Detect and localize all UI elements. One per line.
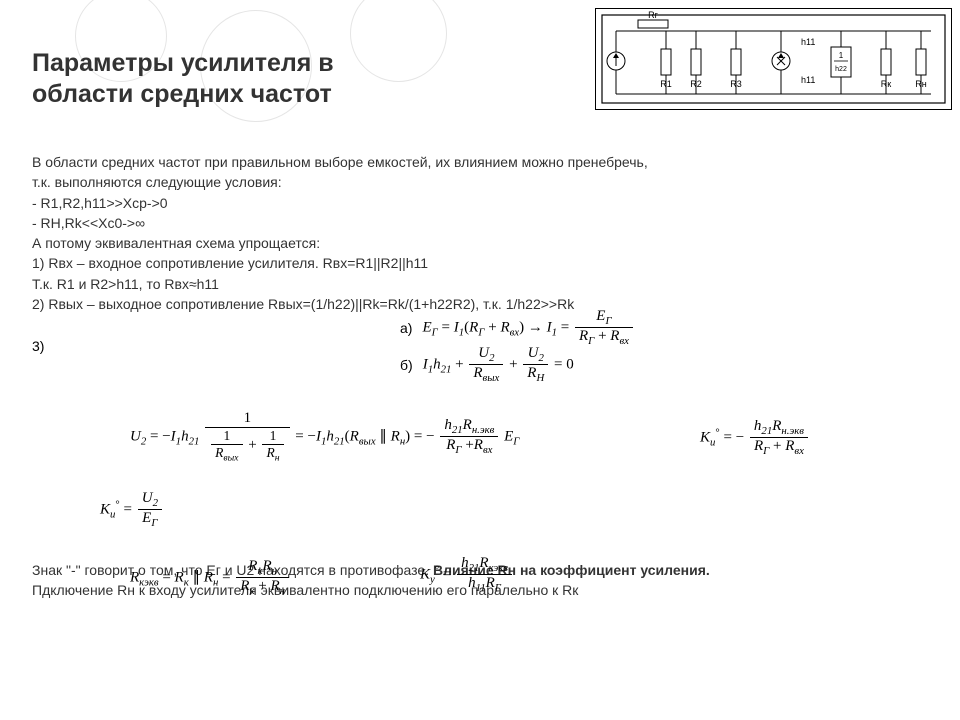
- circuit-diagram: Rг R1 R2 R3 h11 h11 1 h22 Rк: [595, 8, 952, 110]
- equation-u2: U2 = −I1h21 1 1Rвых + 1Rн = −I1h21(Rвых …: [130, 410, 519, 464]
- formula-a-math: EГ = I1(RГ + Rвх) → I1 = EГ RГ + Rвх: [422, 308, 634, 348]
- body-p5: А потому эквивалентная схема упрощается:: [32, 233, 932, 253]
- formula-b-math: I1h21 + U2Rвых + U2RН = 0: [423, 345, 574, 385]
- title-line2: области средних частот: [32, 80, 332, 108]
- body-p1: В области средних частот при правильном …: [32, 152, 932, 172]
- svg-text:R2: R2: [690, 79, 702, 89]
- page-title: Параметры усилителя в области средних ча…: [32, 48, 334, 111]
- equation-ku2: Ku° = U2 EГ: [100, 490, 164, 530]
- circuit-svg: Rг R1 R2 R3 h11 h11 1 h22 Rк: [596, 9, 951, 109]
- title-line1: Параметры усилителя в: [32, 49, 334, 77]
- bg-circle: [350, 0, 447, 82]
- body-p3: - R1,R2,h11>>Xcp->0: [32, 193, 932, 213]
- formula-a: а) EГ = I1(RГ + Rвх) → I1 = EГ RГ + Rвх: [400, 308, 635, 348]
- label-b: б): [400, 357, 413, 373]
- body-p7: Т.к. R1 и R2>h11, то Rвх≈h11: [32, 274, 932, 294]
- label-a: а): [400, 320, 412, 336]
- body-p6: 1) Rвх – входное сопротивление усилителя…: [32, 253, 932, 273]
- svg-text:Rк: Rк: [881, 79, 891, 89]
- body-text: В области средних частот при правильном …: [32, 152, 932, 314]
- equation-ky: Ky° = h21Rкэкв h11RГ: [420, 555, 514, 595]
- svg-text:R3: R3: [730, 79, 742, 89]
- body-p2: т.к. выполняются следующие условия:: [32, 172, 932, 192]
- formula-b: б) I1h21 + U2Rвых + U2RН = 0: [400, 345, 574, 385]
- body-p4: - RН,Rk<<Xc0->∞: [32, 213, 932, 233]
- svg-text:Rн: Rн: [915, 79, 926, 89]
- svg-text:Rг: Rг: [648, 10, 658, 20]
- equation-rkekv: Rкэкв = Rк ∥ Rн = RкRн Rк + Rн: [130, 558, 291, 598]
- svg-text:h22: h22: [835, 66, 847, 73]
- equation-ku: Ku° = − h21Rн.экв RГ + Rвх: [700, 418, 810, 458]
- svg-text:h11: h11: [801, 75, 815, 85]
- svg-text:R1: R1: [660, 79, 672, 89]
- svg-text:1: 1: [839, 51, 844, 60]
- svg-text:h11: h11: [801, 37, 815, 47]
- label-3: 3): [32, 338, 44, 354]
